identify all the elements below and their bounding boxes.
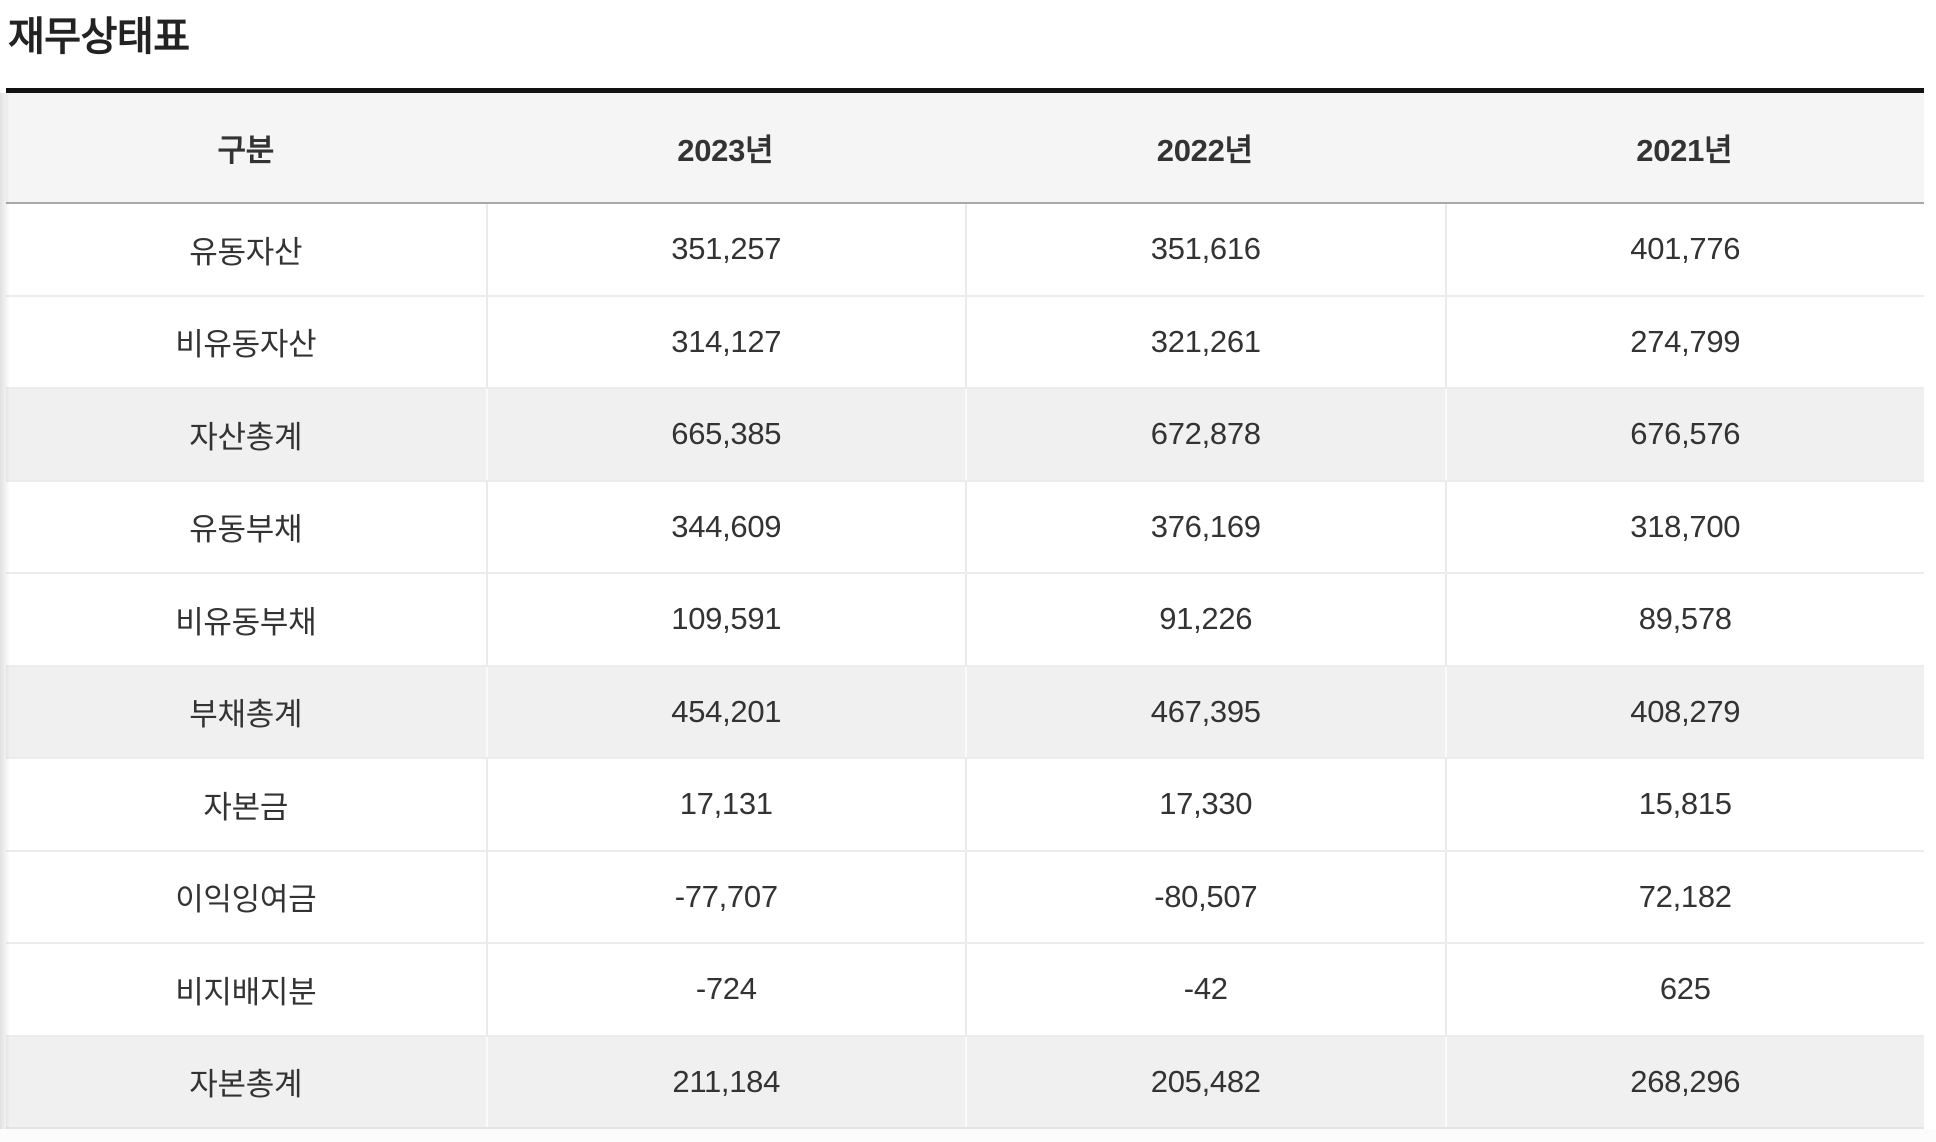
cell-value: 318,700 xyxy=(1444,481,1925,572)
row-label: 자본금 xyxy=(203,789,289,825)
cell-value: 321,261 xyxy=(965,296,1445,387)
row-label: 비지배지분 xyxy=(175,974,317,1010)
cell-value: 625 xyxy=(1444,944,1925,1035)
table-row-total: 자산총계 665,385 672,878 676,576 xyxy=(6,389,1924,482)
cell-value: -724 xyxy=(485,944,966,1035)
cell-value: -42 xyxy=(965,944,1445,1035)
column-header-category: 구분 xyxy=(217,133,275,168)
row-label: 비유동자산 xyxy=(175,327,317,363)
cell-value: 17,330 xyxy=(965,759,1445,850)
cell-value: 401,776 xyxy=(1444,204,1925,295)
table-row: 유동자산 351,257 351,616 401,776 xyxy=(6,204,1924,297)
table-row-total: 부채총계 454,201 467,395 408,279 xyxy=(6,666,1925,759)
row-label: 이익잉여금 xyxy=(175,882,317,918)
table-row: 자본금 17,131 17,330 15,815 xyxy=(6,759,1924,852)
table-row: 이익잉여금 -77,707 -80,507 72,182 xyxy=(6,851,1925,944)
cell-value: 376,169 xyxy=(965,481,1445,572)
table-row: 비유동자산 314,127 321,261 274,799 xyxy=(6,296,1925,389)
cell-value: 89,578 xyxy=(1444,574,1925,665)
cell-value: 91,226 xyxy=(965,574,1445,665)
cell-value: 344,609 xyxy=(485,481,966,572)
table-row-total: 자본총계 211,184 205,482 268,296 xyxy=(6,1036,1925,1129)
row-label: 부채총계 xyxy=(189,697,303,733)
column-header-year: 2023년 xyxy=(677,133,774,168)
cell-value: 351,257 xyxy=(485,204,966,295)
cell-value: 676,576 xyxy=(1444,389,1925,480)
row-label: 비유동부채 xyxy=(175,604,317,640)
row-label: 자산총계 xyxy=(189,419,303,455)
cell-value: 268,296 xyxy=(1444,1036,1925,1127)
table-header-row: 구분 2023년 2022년 2021년 xyxy=(6,93,1924,204)
table-body: 유동자산 351,257 351,616 401,776 비유동자산 314,127 321… xyxy=(6,204,1924,1129)
page-title: 재무상태표 xyxy=(8,15,190,59)
cell-value: 211,184 xyxy=(485,1036,966,1127)
table-row: 유동부채 344,609 376,169 318,700 xyxy=(6,481,1925,574)
column-header-year: 2022년 xyxy=(1156,133,1253,168)
cell-value: 408,279 xyxy=(1444,666,1925,757)
cell-value: 72,182 xyxy=(1444,851,1925,942)
cell-value: -77,707 xyxy=(485,851,966,942)
row-label: 유동부채 xyxy=(189,512,303,548)
cell-value: 15,815 xyxy=(1444,759,1925,850)
bottom-strip xyxy=(0,1129,1936,1142)
cell-value: 109,591 xyxy=(485,574,966,665)
column-header-year: 2021년 xyxy=(1636,133,1733,168)
row-label: 유동자산 xyxy=(189,234,303,270)
cell-value: 17,131 xyxy=(485,759,966,850)
table-row: 비유동부채 109,591 91,226 89,578 xyxy=(6,574,1924,667)
cell-value: 454,201 xyxy=(485,666,966,757)
cell-value: 314,127 xyxy=(485,296,966,387)
cell-value: 274,799 xyxy=(1444,296,1925,387)
cell-value: 351,616 xyxy=(965,204,1445,295)
table-row: 비지배지분 -724 -42 625 xyxy=(6,944,1924,1037)
cell-value: -80,507 xyxy=(965,851,1445,942)
row-label: 자본총계 xyxy=(189,1067,303,1103)
cell-value: 205,482 xyxy=(965,1036,1445,1127)
cell-value: 467,395 xyxy=(965,666,1445,757)
cell-value: 672,878 xyxy=(965,389,1445,480)
title-block: 재무상태표 xyxy=(0,0,1936,88)
balance-sheet-table: 구분 2023년 2022년 2021년 유동자산 351,257 351,616 401,… xyxy=(6,88,1924,1129)
cell-value: 665,385 xyxy=(485,389,966,480)
